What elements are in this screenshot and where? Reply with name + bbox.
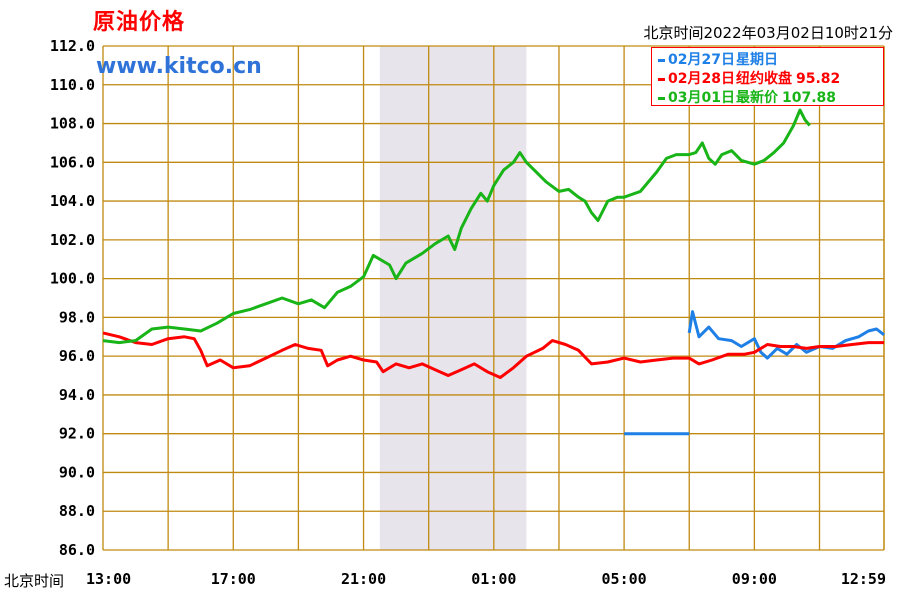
x-tick-label: 17:00 [211, 570, 256, 588]
series-line-0 [687, 310, 885, 360]
x-tick-label: 12:59 [841, 570, 886, 588]
y-tick-label: 92.0 [59, 425, 95, 443]
x-tick-label: 01:00 [471, 570, 516, 588]
chart-title: 原油价格 [93, 10, 186, 35]
legend-note: 纽约收盘 [736, 71, 792, 87]
shaded-region [379, 46, 527, 550]
x-axis-prefix: 北京时间 [4, 572, 65, 590]
legend-note: 最新价 [736, 90, 778, 106]
legend-item-0228: 02月28日纽约收盘 95.82 [658, 68, 840, 87]
y-tick-label: 86.0 [59, 541, 95, 559]
y-tick-label: 88.0 [59, 502, 95, 520]
x-tick-label: 09:00 [732, 570, 777, 588]
legend-item-0301: 03月01日最新价 107.88 [658, 87, 836, 106]
y-tick-label: 104.0 [50, 192, 95, 210]
y-tick-label: 100.0 [50, 270, 95, 288]
x-tick-label: 21:00 [341, 570, 386, 588]
y-tick-label: 98.0 [59, 308, 95, 326]
legend-item-0227: 02月27日星期日 [658, 49, 778, 68]
legend-date: 03月01日 [668, 90, 735, 106]
series-line-1 [102, 331, 884, 379]
x-tick-label: 13:00 [86, 570, 131, 588]
y-tick-label: 102.0 [50, 231, 95, 249]
legend-value: 95.82 [796, 71, 841, 87]
y-tick-label: 110.0 [50, 76, 95, 94]
y-tick-label: 108.0 [50, 115, 95, 133]
legend: 02月27日星期日 02月28日纽约收盘 95.82 03月01日最新价 107.8… [651, 47, 884, 106]
y-tick-label: 96.0 [59, 347, 95, 365]
legend-date: 02月28日 [668, 71, 735, 87]
y-tick-label: 112.0 [50, 37, 95, 55]
series-line-2 [102, 108, 811, 345]
site-link[interactable]: www.kitco.cn [96, 54, 262, 79]
legend-date: 02月27日 [668, 52, 735, 68]
timestamp: 北京时间2022年03月02日10时21分 [643, 24, 893, 42]
legend-swatch [658, 96, 665, 100]
y-tick-label: 90.0 [59, 463, 95, 481]
legend-note: 星期日 [736, 52, 778, 68]
y-tick-label: 94.0 [59, 386, 95, 404]
y-tick-label: 106.0 [50, 153, 95, 171]
legend-value: 107.88 [782, 90, 837, 106]
x-tick-label: 05:00 [602, 570, 647, 588]
legend-swatch [658, 58, 665, 62]
legend-swatch [658, 77, 665, 81]
